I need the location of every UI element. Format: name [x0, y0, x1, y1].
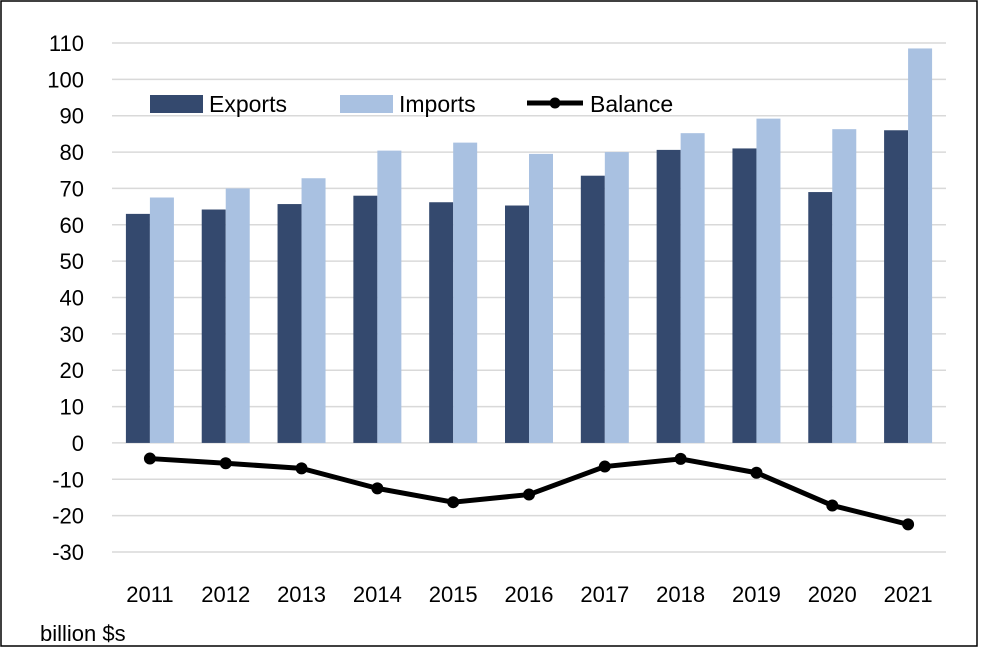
bar-exports-2017 — [580, 175, 605, 443]
balance-point-2015 — [447, 496, 460, 509]
bars — [125, 48, 933, 443]
unit-label: billion $s — [40, 621, 126, 646]
balance-point-2019 — [750, 466, 763, 479]
balance-point-2013 — [295, 462, 308, 475]
bar-imports-2011 — [149, 197, 174, 443]
x-tick-label-2019: 2019 — [732, 582, 781, 607]
bar-exports-2012 — [201, 209, 226, 443]
y-tick-label: 90 — [60, 104, 84, 129]
balance-point-2021 — [902, 518, 915, 531]
y-tick-label: 40 — [60, 286, 84, 311]
bar-imports-2017 — [604, 152, 629, 443]
legend-exports-swatch — [150, 95, 203, 113]
y-tick-label: 0 — [72, 431, 84, 456]
legend-balance-label: Balance — [590, 91, 673, 117]
y-tick-label: 80 — [60, 140, 84, 165]
bar-imports-2014 — [377, 150, 402, 443]
balance-point-2016 — [523, 488, 535, 501]
balance-point-2020 — [826, 499, 839, 512]
x-tick-label-2017: 2017 — [580, 582, 629, 607]
x-tick-label-2011: 2011 — [126, 582, 173, 607]
bar-exports-2020 — [808, 192, 833, 443]
legend-balance-marker — [549, 97, 561, 109]
balance-point-2018 — [674, 452, 687, 465]
bar-exports-2013 — [277, 204, 302, 443]
legend-imports-label: Imports — [399, 91, 476, 117]
x-tick-label-2014: 2014 — [353, 582, 402, 607]
balance-point-2011 — [143, 452, 156, 465]
y-tick-label: 50 — [60, 249, 84, 274]
bar-imports-2021 — [908, 48, 933, 443]
y-tick-label: -30 — [52, 540, 84, 565]
bar-exports-2014 — [353, 195, 378, 443]
x-tick-label-2016: 2016 — [505, 582, 554, 607]
x-axis-ticks: 2011 2012 2013 2014 2015 2016 2017 2018 2019 2020… — [126, 582, 932, 607]
bar-exports-2019 — [732, 148, 757, 443]
balance-line — [143, 452, 915, 531]
bar-imports-2012 — [225, 188, 250, 443]
bar-imports-2016 — [529, 153, 553, 443]
y-tick-label: 20 — [60, 358, 84, 383]
y-tick-label: 10 — [60, 395, 84, 420]
x-tick-label-2021: 2021 — [884, 582, 933, 607]
bar-imports-2018 — [680, 133, 705, 443]
y-tick-label: -20 — [52, 504, 84, 529]
y-tick-label: 30 — [60, 322, 84, 347]
bar-exports-2018 — [656, 149, 681, 443]
bar-imports-2015 — [453, 142, 478, 443]
x-tick-label-2018: 2018 — [656, 582, 705, 607]
balance-point-2017 — [598, 460, 611, 473]
y-tick-label: 110 — [49, 31, 84, 56]
bar-exports-2011 — [125, 213, 150, 443]
y-tick-label: 100 — [47, 67, 84, 92]
bar-exports-2016 — [505, 205, 529, 443]
legend-imports-swatch — [340, 95, 393, 113]
bar-imports-2013 — [301, 178, 326, 443]
y-tick-label: 70 — [60, 176, 84, 201]
x-tick-label-2015: 2015 — [429, 582, 478, 607]
bar-imports-2019 — [756, 118, 781, 443]
x-tick-label-2020: 2020 — [808, 582, 857, 607]
balance-point-2014 — [371, 482, 384, 495]
bar-exports-2015 — [429, 202, 454, 443]
y-tick-label: -10 — [52, 467, 84, 492]
x-tick-label-2012: 2012 — [201, 582, 250, 607]
y-tick-label: 60 — [60, 213, 84, 238]
legend: Exports Imports Balance — [150, 91, 673, 117]
bar-imports-2020 — [832, 129, 857, 443]
bar-exports-2021 — [884, 130, 909, 443]
legend-exports-label: Exports — [209, 91, 287, 117]
x-tick-label-2013: 2013 — [277, 582, 326, 607]
balance-point-2012 — [219, 457, 232, 470]
